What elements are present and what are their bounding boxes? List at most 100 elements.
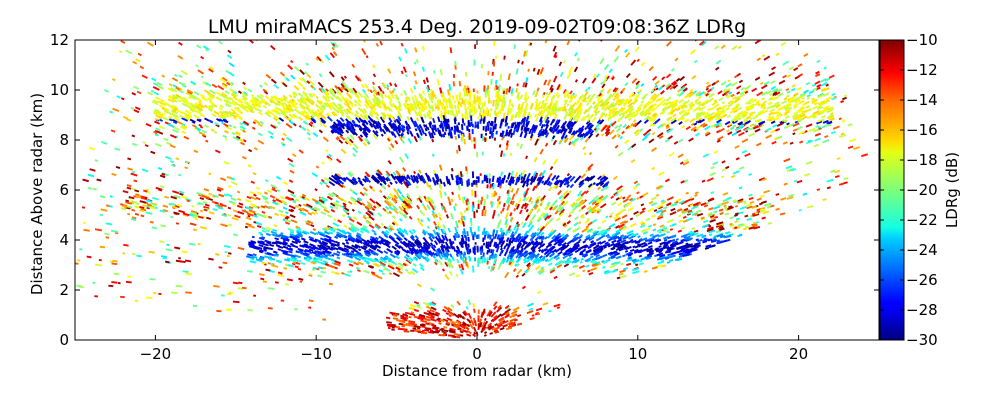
ldr-radar-gate bbox=[287, 64, 293, 70]
ldr-radar-gate bbox=[142, 141, 147, 145]
ldr-radar-gate bbox=[448, 270, 453, 276]
ldr-radar-gate bbox=[748, 196, 754, 201]
ldr-radar-gate bbox=[468, 92, 471, 100]
ldr-radar-gate bbox=[398, 156, 405, 164]
ldr-radar-gate bbox=[524, 241, 529, 245]
ldr-radar-gate bbox=[502, 153, 506, 157]
ldr-radar-gate bbox=[208, 172, 212, 176]
ldr-radar-gate bbox=[584, 176, 590, 182]
ldr-radar-gate bbox=[658, 171, 665, 177]
ldr-radar-gate bbox=[413, 315, 419, 319]
ldr-radar-gate bbox=[113, 272, 120, 276]
ldr-radar-gate bbox=[145, 123, 152, 128]
ldr-radar-gate bbox=[152, 196, 159, 201]
ldr-radar-gate bbox=[633, 119, 637, 123]
ldr-radar-gate bbox=[563, 94, 568, 99]
ldr-radar-gate bbox=[624, 82, 629, 87]
ldr-radar-gate bbox=[574, 216, 579, 221]
ldr-radar-gate bbox=[357, 248, 362, 252]
ldr-radar-gate bbox=[589, 267, 597, 272]
ldr-radar-gate bbox=[816, 188, 821, 191]
ldr-radar-gate bbox=[94, 263, 102, 267]
ldr-radar-gate bbox=[613, 56, 620, 63]
ldr-radar-gate bbox=[449, 253, 453, 258]
ldr-radar-gate bbox=[554, 210, 559, 215]
ldr-radar-gate bbox=[652, 223, 657, 227]
ldr-radar-gate bbox=[587, 133, 594, 139]
ldr-radar-gate bbox=[734, 213, 738, 217]
ldr-radar-gate bbox=[429, 186, 433, 191]
ldr-radar-gate bbox=[655, 193, 660, 197]
ldr-radar-gate bbox=[484, 209, 487, 217]
ldr-radar-gate bbox=[161, 172, 166, 176]
ldr-radar-gate bbox=[461, 196, 465, 204]
ldr-radar-gate bbox=[272, 228, 278, 232]
ldr-radar-gate bbox=[821, 115, 826, 119]
ldr-radar-gate bbox=[417, 197, 423, 204]
ldr-radar-gate bbox=[744, 152, 751, 158]
ldr-radar-gate bbox=[445, 214, 449, 219]
ldr-radar-gate bbox=[173, 117, 180, 122]
ldr-radar-gate bbox=[386, 321, 392, 324]
ldr-radar-gate bbox=[492, 301, 498, 307]
ldr-radar-gate bbox=[594, 127, 600, 133]
ldr-radar-gate bbox=[371, 272, 379, 278]
ldr-radar-gate bbox=[713, 210, 718, 214]
ldr-radar-gate bbox=[788, 167, 795, 172]
ldr-radar-gate bbox=[317, 274, 323, 278]
ldr-radar-gate bbox=[379, 128, 383, 133]
ldr-radar-gate bbox=[738, 166, 745, 170]
ldr-radar-gate bbox=[167, 123, 175, 128]
ldr-radar-gate bbox=[775, 52, 780, 57]
ldr-radar-gate bbox=[639, 210, 645, 215]
ldr-radar-gate bbox=[736, 198, 744, 203]
ldr-radar-gate bbox=[648, 138, 655, 144]
ldr-radar-gate bbox=[640, 100, 645, 104]
ldr-radar-gate bbox=[213, 284, 220, 288]
ldr-radar-gate bbox=[282, 206, 288, 211]
ldr-radar-gate bbox=[467, 236, 470, 242]
ldr-radar-gate bbox=[640, 222, 646, 226]
ldr-radar-gate bbox=[273, 83, 280, 90]
ldr-radar-gate bbox=[483, 317, 487, 322]
ldr-radar-gate bbox=[744, 214, 749, 218]
ldr-radar-gate bbox=[568, 214, 572, 218]
ldr-radar-gate bbox=[214, 149, 221, 154]
ldr-radar-gate bbox=[516, 142, 520, 147]
ldr-radar-gate bbox=[402, 167, 407, 172]
ldr-radar-gate bbox=[522, 82, 526, 88]
ldr-radar-gate bbox=[374, 224, 381, 230]
ldr-radar-gate bbox=[384, 94, 388, 99]
ldr-radar-gate bbox=[679, 75, 685, 82]
ldr-radar-gate bbox=[813, 143, 820, 148]
ldr-radar-gate bbox=[290, 193, 297, 198]
ldr-radar-gate bbox=[352, 147, 359, 154]
ldr-radar-gate bbox=[838, 182, 845, 186]
ldr-radar-gate bbox=[508, 100, 512, 107]
ldr-radar-gate bbox=[204, 117, 210, 122]
ldr-radar-gate bbox=[320, 104, 327, 111]
ldr-radar-gate bbox=[547, 240, 554, 246]
ldr-radar-gate bbox=[333, 41, 339, 49]
ldr-radar-gate bbox=[423, 124, 426, 128]
ldr-radar-gate bbox=[684, 118, 690, 123]
ldr-radar-gate bbox=[756, 208, 762, 212]
ldr-radar-gate bbox=[508, 321, 513, 325]
ldr-radar-gate bbox=[283, 267, 288, 270]
ldr-radar-gate bbox=[498, 109, 502, 115]
ldr-radar-gate bbox=[400, 42, 404, 47]
ldr-radar-gate bbox=[620, 262, 624, 266]
ldr-radar-gate bbox=[149, 220, 154, 224]
ldr-radar-gate bbox=[396, 326, 401, 329]
ldr-radar-gate bbox=[406, 115, 411, 121]
ldr-radar-gate bbox=[570, 130, 576, 136]
ldr-radar-gate bbox=[165, 155, 172, 160]
ldr-radar-gate bbox=[277, 121, 281, 125]
ldr-radar-gate bbox=[474, 121, 477, 128]
ldr-radar-gate bbox=[388, 272, 393, 276]
ldr-radar-gate bbox=[706, 177, 714, 182]
ldr-radar-gate bbox=[134, 205, 140, 209]
ldr-radar-gate bbox=[415, 185, 419, 189]
ldr-radar-gate bbox=[711, 244, 716, 248]
ldr-radar-gate bbox=[163, 137, 169, 142]
